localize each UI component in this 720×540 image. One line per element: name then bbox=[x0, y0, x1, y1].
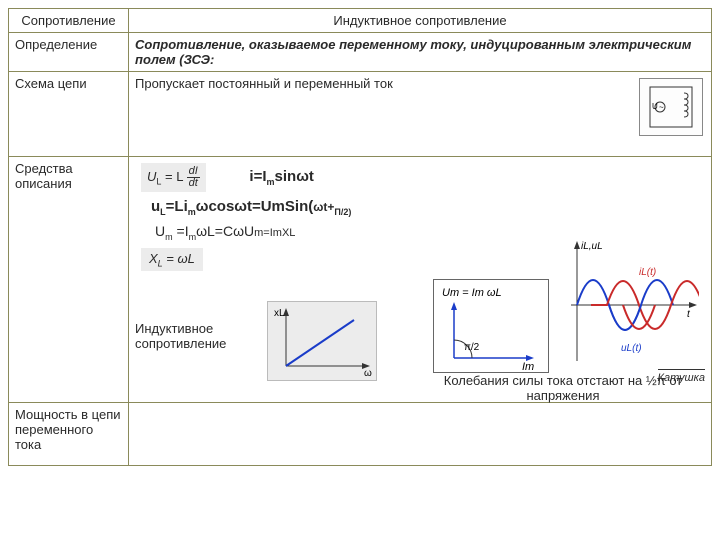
svg-text:ω: ω bbox=[364, 368, 372, 379]
svg-text:~: ~ bbox=[659, 103, 664, 112]
row5-value bbox=[129, 403, 712, 466]
svg-text:xL: xL bbox=[274, 308, 285, 319]
row1-label: Сопротивление bbox=[9, 9, 129, 33]
svg-text:iL,uL: iL,uL bbox=[581, 241, 603, 252]
svg-text:π/2: π/2 bbox=[464, 342, 480, 353]
row1-value: Индуктивное сопротивление bbox=[129, 9, 712, 33]
row4-label: Средства описания bbox=[9, 157, 129, 403]
svg-text:Im: Im bbox=[522, 361, 534, 372]
xl-formula-icon: XL = ωL bbox=[141, 248, 203, 272]
row5-label: Мощность в цепи переменного тока bbox=[9, 403, 129, 466]
xl-chart-icon: xL ω bbox=[267, 301, 377, 381]
inductive-label: Индуктивное сопротивление bbox=[135, 321, 265, 351]
row4-content: UL = L dI dt i=Imsinωt uL=Limωcosωt=UmSi… bbox=[129, 157, 712, 403]
resistance-table: Сопротивление Индуктивное сопротивление … bbox=[8, 8, 712, 466]
row2-label: Определение bbox=[9, 33, 129, 72]
svg-text:Um = Im ωL: Um = Im ωL bbox=[442, 287, 502, 299]
phasor-icon: Um = Im ωL π/2 Im bbox=[433, 279, 549, 373]
coil-label: Катушка bbox=[658, 369, 705, 384]
row3-value: Пропускает постоянный и переменный ток ~… bbox=[129, 72, 712, 157]
svg-text:uL(t): uL(t) bbox=[621, 343, 642, 354]
circuit-icon: ~ U bbox=[639, 78, 703, 136]
row3-label: Схема цепи bbox=[9, 72, 129, 157]
svg-text:t: t bbox=[687, 309, 691, 320]
row3-text: Пропускает постоянный и переменный ток bbox=[135, 76, 393, 91]
svg-text:U: U bbox=[652, 102, 658, 111]
ul-formula-icon: UL = L dI dt bbox=[141, 163, 206, 192]
wave-icon: iL,uL t iL(t) uL(t) bbox=[561, 235, 699, 375]
svg-text:iL(t): iL(t) bbox=[639, 267, 656, 278]
row2-value: Сопротивление, оказываемое переменному т… bbox=[129, 33, 712, 72]
